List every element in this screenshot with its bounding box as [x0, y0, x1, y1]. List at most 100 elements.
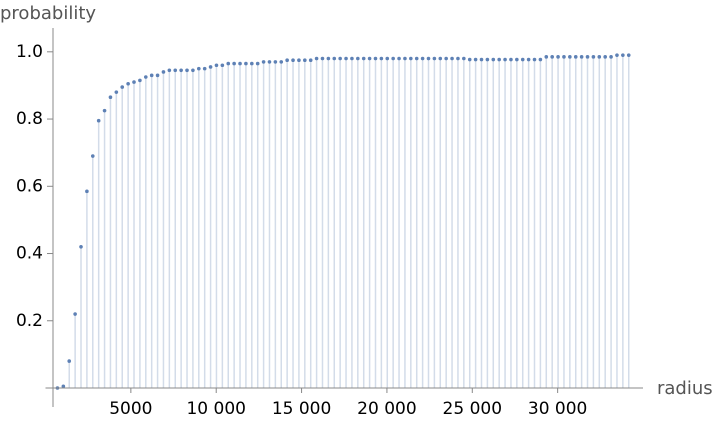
point: [244, 61, 248, 66]
x-tick-label: 20 000: [357, 399, 416, 419]
point: [626, 53, 631, 57]
x-tick-label: 25 000: [443, 399, 502, 419]
point: [573, 55, 578, 59]
point: [208, 65, 213, 69]
point: [179, 68, 183, 73]
point: [467, 57, 472, 62]
x-tick-label: 10 000: [186, 399, 245, 419]
point: [485, 57, 490, 62]
point: [90, 154, 95, 158]
point: [114, 90, 119, 94]
point: [479, 57, 484, 62]
point: [267, 60, 272, 64]
point: [444, 56, 448, 61]
point: [391, 56, 395, 61]
point: [220, 63, 225, 68]
point: [591, 55, 596, 59]
point: [532, 57, 537, 62]
point: [326, 56, 331, 61]
point: [96, 118, 101, 123]
point: [438, 56, 443, 61]
point: [79, 245, 83, 249]
point: [102, 108, 107, 113]
point: [344, 56, 348, 61]
x-tick-label: 15 000: [272, 399, 331, 419]
point: [603, 55, 607, 59]
point: [320, 56, 325, 61]
x-tick-label: 30 000: [528, 399, 587, 419]
point: [515, 57, 519, 62]
point: [432, 56, 437, 61]
point: [597, 55, 602, 59]
point: [350, 56, 354, 61]
point: [332, 56, 337, 61]
point: [232, 61, 236, 66]
point: [61, 384, 66, 389]
point: [308, 58, 313, 63]
point: [509, 57, 513, 62]
y-axis-label: probability: [0, 3, 96, 24]
point: [409, 56, 413, 61]
point: [255, 61, 260, 66]
point: [609, 55, 613, 59]
point: [155, 73, 160, 78]
point: [473, 57, 478, 62]
point: [503, 57, 507, 62]
point: [197, 66, 201, 71]
point: [497, 57, 501, 62]
y-tick-label: 0.8: [16, 109, 43, 129]
point: [250, 61, 254, 66]
point: [185, 68, 189, 73]
point: [462, 56, 466, 61]
point: [214, 63, 219, 68]
point: [314, 56, 319, 61]
point: [585, 55, 590, 59]
y-tick-label: 0.6: [16, 176, 43, 196]
point: [568, 55, 572, 59]
point: [579, 55, 584, 59]
point: [338, 56, 342, 61]
point: [132, 80, 136, 84]
point: [403, 56, 407, 61]
point: [191, 68, 195, 73]
point: [356, 56, 360, 61]
y-tick-label: 1.0: [16, 42, 43, 62]
point: [456, 56, 460, 61]
point: [420, 56, 425, 61]
point: [397, 56, 401, 61]
point: [550, 55, 554, 59]
point: [621, 53, 625, 57]
point: [414, 56, 419, 61]
point: [297, 58, 301, 63]
point: [615, 53, 619, 57]
point: [556, 55, 560, 59]
point: [373, 56, 378, 61]
point: [562, 55, 566, 59]
point: [491, 57, 496, 62]
point: [226, 61, 231, 66]
point: [161, 70, 166, 74]
point: [279, 60, 284, 64]
point: [261, 60, 266, 64]
point: [149, 73, 154, 78]
point: [202, 66, 207, 71]
point: [367, 56, 372, 61]
point: [379, 56, 384, 61]
point: [67, 359, 72, 363]
point: [108, 95, 113, 99]
point: [361, 56, 366, 61]
point: [120, 85, 125, 89]
point: [526, 57, 531, 62]
y-tick-label: 0.4: [16, 244, 43, 264]
point: [385, 56, 390, 61]
point: [173, 68, 178, 73]
point: [450, 56, 454, 61]
y-tick-label: 0.2: [16, 311, 43, 331]
point: [303, 58, 307, 63]
x-axis-label: radius: [657, 378, 713, 399]
point: [167, 68, 172, 73]
point: [291, 58, 295, 63]
x-tick-label: 5000: [109, 399, 152, 419]
point: [273, 60, 278, 64]
